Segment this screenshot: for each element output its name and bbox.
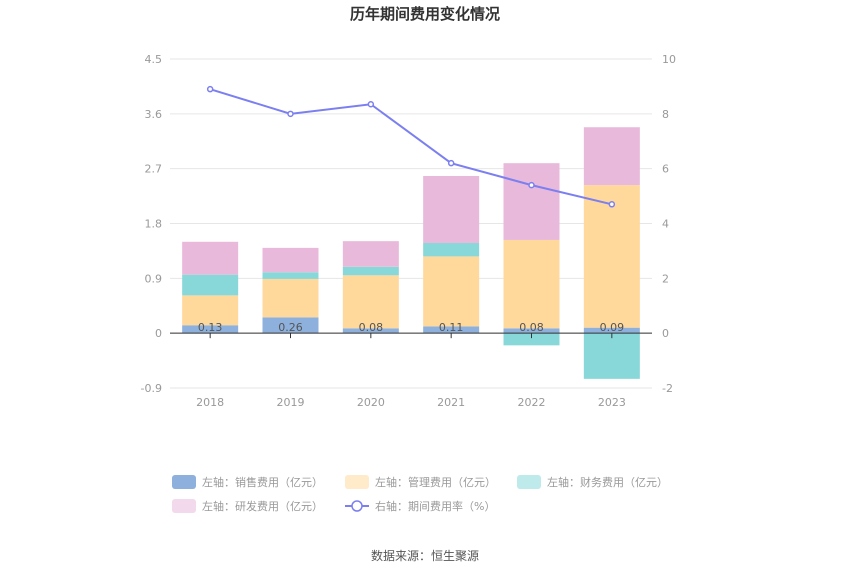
line-series xyxy=(206,85,616,208)
expense-ratio-line xyxy=(209,88,613,206)
right-tick-label: 10 xyxy=(662,53,676,66)
bar xyxy=(262,247,319,273)
legend-label: 右轴：期间费用率（%） xyxy=(375,499,495,513)
x-tick-label: 2020 xyxy=(357,396,385,409)
left-axis: 4.5 3.6 2.7 1.8 0.9 0 -0.9 xyxy=(141,53,162,395)
bar xyxy=(423,256,480,327)
x-tick-label: 2019 xyxy=(277,396,305,409)
bar xyxy=(583,327,640,334)
legend-swatch xyxy=(345,475,369,489)
bar xyxy=(262,278,319,318)
legend-item[interactable]: 左轴：销售费用（亿元） xyxy=(172,475,323,489)
bar xyxy=(423,326,480,334)
bar-series xyxy=(182,127,640,379)
bar xyxy=(423,175,480,243)
right-tick-label: 2 xyxy=(662,272,669,285)
right-tick-label: 0 xyxy=(662,327,669,340)
bar xyxy=(262,272,319,279)
data-label: 0.08 xyxy=(519,321,544,334)
left-tick-label: -0.9 xyxy=(141,382,162,395)
data-labels: 0.13 0.26 0.08 0.11 0.08 0.09 xyxy=(198,321,624,334)
line-point xyxy=(287,110,294,118)
right-tick-label: -2 xyxy=(662,382,673,395)
source-note: 数据来源：恒生聚源 xyxy=(371,548,479,563)
bar xyxy=(182,241,239,275)
bar xyxy=(342,266,399,276)
bar xyxy=(503,328,560,334)
data-label: 0.26 xyxy=(278,321,303,334)
grid-lines xyxy=(170,58,652,389)
legend-item[interactable]: 左轴：研发费用（亿元） xyxy=(172,499,323,513)
legend-label: 左轴：研发费用（亿元） xyxy=(202,499,323,513)
legend-label: 左轴：管理费用（亿元） xyxy=(375,475,496,489)
chart-title: 历年期间费用变化情况 xyxy=(350,5,500,23)
legend-item[interactable]: 左轴：管理费用（亿元） xyxy=(345,475,496,489)
bar xyxy=(503,163,560,240)
legend[interactable]: 左轴：销售费用（亿元） 左轴：管理费用（亿元） 左轴：财务费用（亿元） 左轴：研发费用… xyxy=(172,475,668,513)
data-label: 0.08 xyxy=(359,321,384,334)
bar xyxy=(503,333,560,346)
bar xyxy=(182,295,239,326)
x-tick-label: 2018 xyxy=(196,396,224,409)
legend-swatch xyxy=(172,499,196,513)
bar xyxy=(182,274,239,296)
x-tick-label: 2022 xyxy=(518,396,546,409)
legend-item[interactable]: 左轴：财务费用（亿元） xyxy=(517,475,668,489)
bar xyxy=(583,127,640,186)
right-tick-label: 4 xyxy=(662,218,669,231)
bar xyxy=(423,242,480,257)
bar xyxy=(342,275,399,329)
left-tick-label: 1.8 xyxy=(145,218,163,231)
bar xyxy=(342,241,399,267)
bar xyxy=(583,185,640,328)
line-point xyxy=(608,201,616,208)
line-point xyxy=(367,100,375,108)
left-tick-label: 3.6 xyxy=(145,108,163,121)
data-label: 0.13 xyxy=(198,321,223,334)
legend-item[interactable]: 右轴：期间费用率（%） xyxy=(345,499,495,513)
legend-swatch xyxy=(172,475,196,489)
legend-swatch xyxy=(517,475,541,489)
line-point xyxy=(447,159,455,167)
left-tick-label: 0 xyxy=(155,327,162,340)
right-axis: 10 8 6 4 2 0 -2 xyxy=(662,53,676,395)
legend-label: 左轴：销售费用（亿元） xyxy=(202,475,323,489)
right-tick-label: 6 xyxy=(662,163,669,176)
right-tick-label: 8 xyxy=(662,108,669,121)
x-tick-label: 2021 xyxy=(437,396,465,409)
left-tick-label: 0.9 xyxy=(145,272,163,285)
bar xyxy=(262,317,319,334)
left-tick-label: 2.7 xyxy=(145,163,163,176)
bar xyxy=(583,333,640,379)
x-axis xyxy=(170,332,652,339)
data-label: 0.09 xyxy=(600,321,625,334)
data-label: 0.11 xyxy=(439,321,464,334)
bar xyxy=(503,239,560,329)
x-axis-labels: 2018 2019 2020 2021 2022 2023 xyxy=(196,396,626,409)
line-point xyxy=(528,181,535,189)
x-tick-label: 2023 xyxy=(598,396,626,409)
legend-marker-icon xyxy=(351,500,363,512)
left-tick-label: 4.5 xyxy=(145,53,163,66)
bar xyxy=(182,325,239,334)
legend-label: 左轴：财务费用（亿元） xyxy=(547,475,668,489)
bar xyxy=(342,328,399,334)
line-point xyxy=(206,85,214,93)
